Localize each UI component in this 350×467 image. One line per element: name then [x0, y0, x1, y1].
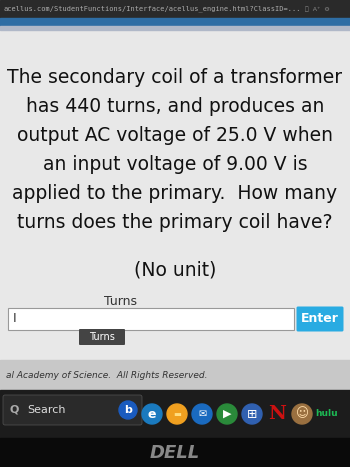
Text: acellus.com/StudentFunctions/Interface/acellus_engine.html?ClassID=...: acellus.com/StudentFunctions/Interface/a…	[4, 6, 301, 12]
Circle shape	[192, 404, 212, 424]
Text: Q: Q	[9, 405, 19, 415]
Text: has 440 turns, and produces an: has 440 turns, and produces an	[26, 97, 324, 116]
Text: ▬: ▬	[173, 410, 181, 418]
Text: I: I	[13, 312, 17, 325]
Bar	[0, 438, 350, 467]
Text: turns does the primary coil have?: turns does the primary coil have?	[17, 213, 333, 232]
Text: b: b	[124, 405, 132, 415]
Text: Turns: Turns	[89, 332, 115, 342]
Text: Turns: Turns	[104, 295, 136, 308]
Text: The secondary coil of a transformer: The secondary coil of a transformer	[7, 68, 343, 87]
Text: ⎘  A⁺  ⚙: ⎘ A⁺ ⚙	[305, 6, 330, 12]
Text: ▶: ▶	[223, 409, 231, 419]
Text: hulu: hulu	[316, 410, 338, 418]
Circle shape	[292, 404, 312, 424]
Circle shape	[142, 404, 162, 424]
Text: Search: Search	[27, 405, 65, 415]
Circle shape	[242, 404, 262, 424]
Bar	[8, 308, 294, 330]
Text: ✉: ✉	[198, 409, 206, 419]
Text: applied to the primary.  How many: applied to the primary. How many	[13, 184, 337, 203]
Text: ⊞: ⊞	[247, 408, 257, 420]
Circle shape	[119, 401, 137, 419]
Circle shape	[217, 404, 237, 424]
FancyBboxPatch shape	[3, 395, 142, 425]
Bar	[0, 18, 350, 26]
Text: Enter: Enter	[301, 312, 339, 325]
Text: an input voltage of 9.00 V is: an input voltage of 9.00 V is	[43, 155, 307, 174]
FancyBboxPatch shape	[79, 329, 125, 345]
Text: (No unit): (No unit)	[134, 260, 216, 279]
Text: al Academy of Science.  All Rights Reserved.: al Academy of Science. All Rights Reserv…	[6, 370, 208, 380]
Circle shape	[167, 404, 187, 424]
Bar	[0, 0, 350, 18]
Bar	[0, 360, 350, 390]
Text: DELL: DELL	[150, 444, 200, 461]
Text: e: e	[148, 408, 156, 420]
Bar	[0, 30, 350, 360]
Text: ☺: ☺	[295, 408, 308, 420]
Text: output AC voltage of 25.0 V when: output AC voltage of 25.0 V when	[17, 126, 333, 145]
Text: N: N	[268, 405, 286, 423]
Bar	[0, 390, 350, 438]
Bar	[0, 26, 350, 30]
FancyBboxPatch shape	[296, 306, 343, 332]
